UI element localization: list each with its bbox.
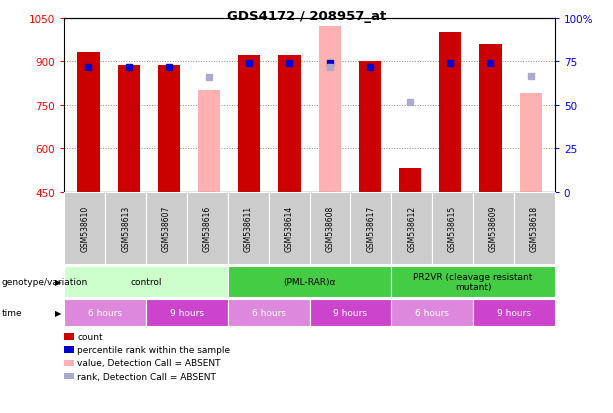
Text: GSM538616: GSM538616 [203, 205, 212, 251]
Text: GDS4172 / 208957_at: GDS4172 / 208957_at [227, 10, 386, 23]
Bar [198, 91, 220, 192]
Text: count: count [77, 332, 103, 341]
Text: value, Detection Call = ABSENT: value, Detection Call = ABSENT [77, 358, 221, 368]
Text: 9 hours: 9 hours [333, 309, 367, 317]
Bar [158, 66, 180, 192]
Text: GSM538612: GSM538612 [407, 205, 416, 251]
Text: percentile rank within the sample: percentile rank within the sample [77, 345, 230, 354]
Text: time: time [2, 309, 23, 317]
Text: GSM538608: GSM538608 [326, 205, 335, 251]
Text: GSM538615: GSM538615 [448, 205, 457, 251]
Text: GSM538610: GSM538610 [80, 205, 89, 251]
Bar [118, 66, 140, 192]
Text: GSM538613: GSM538613 [121, 205, 130, 251]
Text: PR2VR (cleavage resistant
mutant): PR2VR (cleavage resistant mutant) [413, 272, 533, 292]
Text: 9 hours: 9 hours [170, 309, 204, 317]
Text: (PML-RAR)α: (PML-RAR)α [283, 278, 336, 286]
Text: 6 hours: 6 hours [252, 309, 286, 317]
Bar [319, 27, 341, 192]
Text: ▶: ▶ [55, 278, 61, 286]
Bar [359, 62, 381, 192]
Bar [439, 33, 462, 192]
Text: GSM538617: GSM538617 [367, 205, 375, 251]
Text: GSM538609: GSM538609 [489, 205, 498, 252]
Text: 9 hours: 9 hours [497, 309, 531, 317]
Text: control: control [131, 278, 162, 286]
Bar [479, 45, 501, 192]
Text: ▶: ▶ [55, 309, 61, 317]
Text: GSM538618: GSM538618 [530, 205, 539, 251]
Text: 6 hours: 6 hours [88, 309, 122, 317]
Text: 6 hours: 6 hours [415, 309, 449, 317]
Bar [238, 56, 261, 192]
Text: rank, Detection Call = ABSENT: rank, Detection Call = ABSENT [77, 372, 216, 381]
Bar [399, 169, 421, 192]
Bar [278, 56, 300, 192]
Text: GSM538611: GSM538611 [244, 205, 253, 251]
Bar [77, 53, 99, 192]
Text: GSM538607: GSM538607 [162, 205, 171, 252]
Bar [520, 94, 542, 192]
Text: GSM538614: GSM538614 [284, 205, 294, 251]
Text: genotype/variation: genotype/variation [2, 278, 88, 286]
